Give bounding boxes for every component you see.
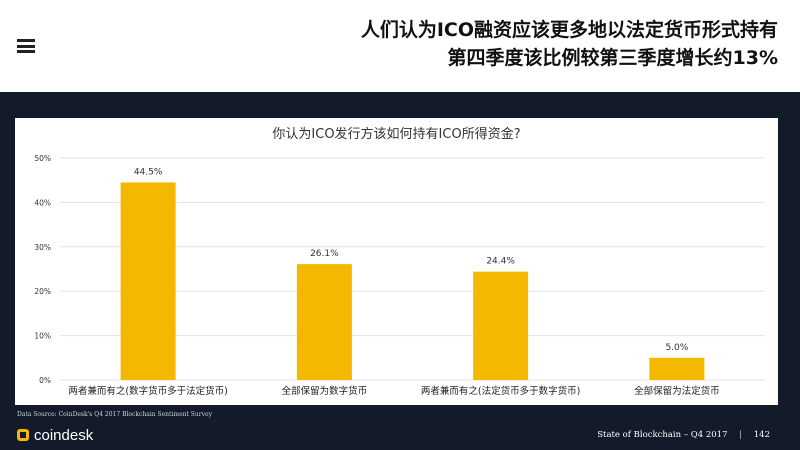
data-source: Data Source: CoinDesk's Q4 2017 Blockcha… bbox=[17, 411, 212, 418]
chart-title: 你认为ICO发行方该如何持有ICO所得资金? bbox=[272, 127, 521, 142]
menu-icon[interactable] bbox=[17, 39, 35, 53]
headline-line-2: 第四季度该比例较第三季度增长约13% bbox=[447, 47, 778, 69]
x-tick-label: 全部保留为法定货币 bbox=[634, 385, 720, 397]
coindesk-logo-icon bbox=[17, 429, 29, 441]
x-tick-label: 全部保留为数字货币 bbox=[282, 385, 368, 397]
x-tick-label: 两者兼而有之(法定货币多于数字货币) bbox=[421, 385, 580, 397]
bar bbox=[473, 271, 529, 380]
y-tick-label: 30% bbox=[34, 243, 51, 252]
x-tick-label: 两者兼而有之(数字货币多于法定货币) bbox=[68, 385, 227, 397]
y-tick-label: 0% bbox=[39, 376, 51, 385]
y-tick-label: 50% bbox=[34, 154, 51, 163]
bar bbox=[296, 264, 352, 380]
headline: 人们认为ICO融资应该更多地以法定货币形式持有 第四季度该比例较第三季度增长约1… bbox=[361, 16, 778, 72]
report-title: State of Blockchain – Q4 2017 bbox=[597, 430, 728, 440]
header-area: 人们认为ICO融资应该更多地以法定货币形式持有 第四季度该比例较第三季度增长约1… bbox=[0, 0, 800, 92]
coindesk-logo-text: coindesk bbox=[34, 426, 94, 444]
bar-value-label: 24.4% bbox=[486, 257, 515, 267]
footer-report: State of Blockchain – Q4 2017 | 142 bbox=[597, 430, 770, 440]
bar-value-label: 5.0% bbox=[665, 343, 688, 353]
bar-value-label: 44.5% bbox=[134, 167, 163, 177]
footer-separator: | bbox=[739, 430, 743, 440]
page-number: 142 bbox=[753, 430, 770, 440]
bar bbox=[120, 182, 176, 380]
headline-line-1: 人们认为ICO融资应该更多地以法定货币形式持有 bbox=[360, 19, 778, 41]
bar-chart: 0% 10% 20% 30% 40% 50% 44.5% 两者兼而有之(数字货币多于法定货币)… bbox=[34, 154, 765, 397]
bar-value-label: 26.1% bbox=[310, 249, 339, 259]
chart-panel: 你认为ICO发行方该如何持有ICO所得资金? 0% 10% 20% 30% 40% 50%… bbox=[15, 118, 778, 405]
y-tick-label: 20% bbox=[34, 287, 51, 296]
bar bbox=[649, 357, 705, 380]
y-tick-label: 40% bbox=[34, 198, 51, 207]
y-tick-label: 10% bbox=[34, 332, 51, 341]
coindesk-logo: coindesk bbox=[17, 425, 93, 445]
